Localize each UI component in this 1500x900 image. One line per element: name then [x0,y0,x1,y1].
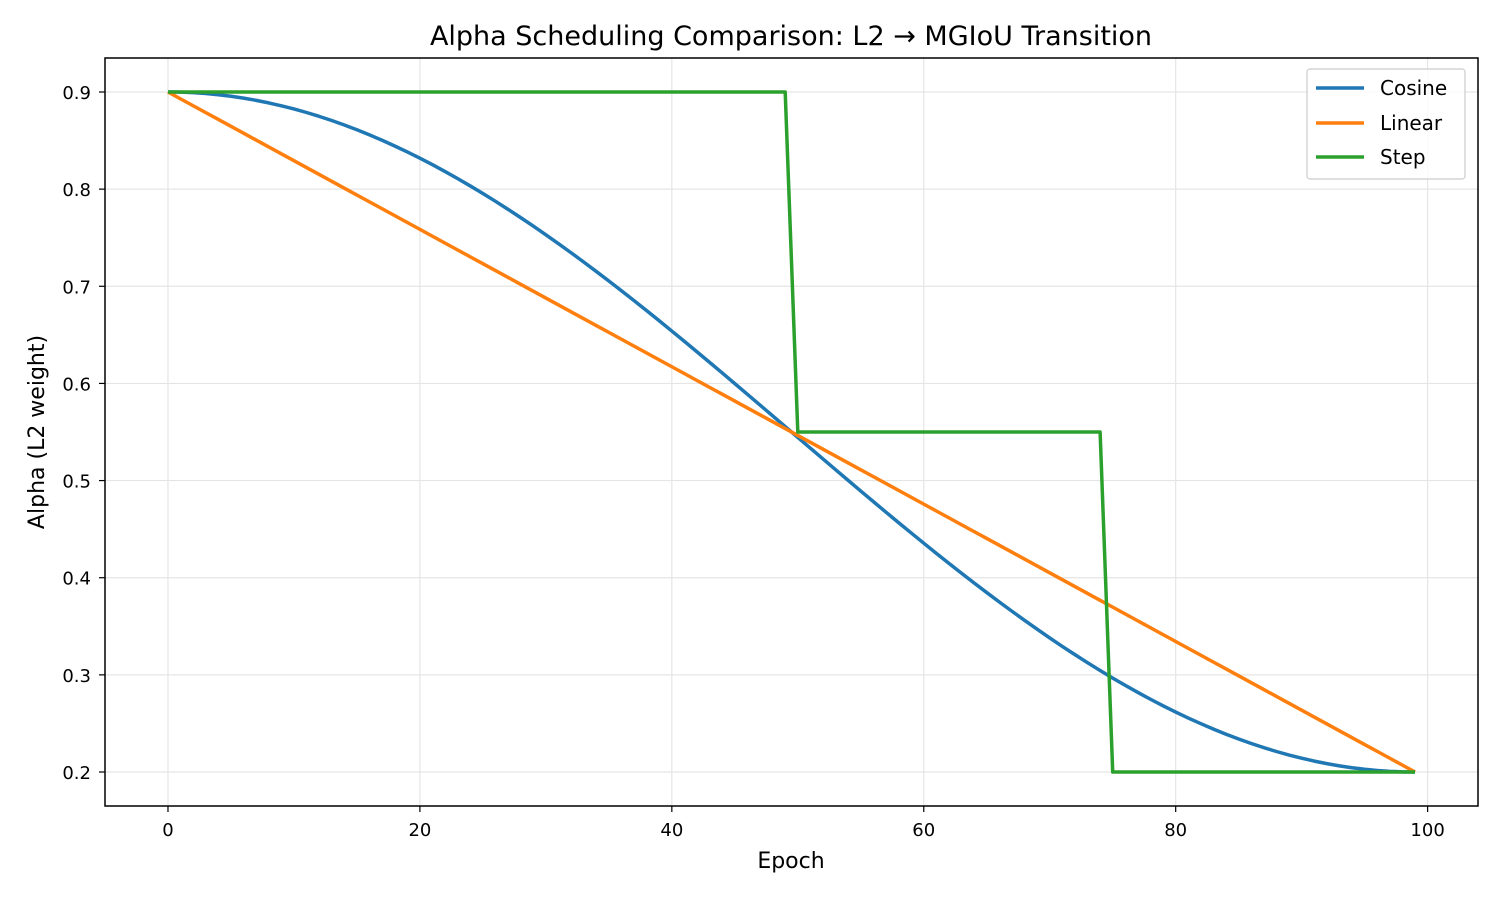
series-line-linear [167,90,1416,774]
y-tick-label: 0.8 [62,180,91,201]
chart-title: Alpha Scheduling Comparison: L2 → MGIoU … [430,21,1152,52]
y-axis-label: Alpha (L2 weight) [25,335,50,529]
y-tick-label: 0.6 [62,374,91,395]
legend-label-cosine: Cosine [1380,76,1447,100]
x-tick-label: 80 [1164,820,1187,841]
x-tick-label: 20 [408,820,431,841]
series-lines [167,90,1416,774]
series-line-step [167,90,1416,774]
y-tick-label: 0.9 [62,83,91,104]
legend-box [1306,68,1466,180]
legend: Cosine Linear Step [1306,68,1466,180]
x-ticks: 0 20 40 60 80 100 [162,806,1445,841]
x-tick-label: 0 [162,820,173,841]
x-axis-label: Epoch [757,849,824,874]
x-tick-label: 60 [912,820,935,841]
legend-label-linear: Linear [1380,111,1443,135]
grid [105,58,1478,806]
y-tick-label: 0.5 [62,472,91,493]
y-tick-label: 0.2 [62,763,91,784]
plot-frame [104,57,1479,807]
y-tick-label: 0.7 [62,277,91,298]
y-tick-label: 0.4 [62,569,91,590]
x-tick-label: 40 [660,820,683,841]
y-tick-label: 0.3 [62,666,91,687]
legend-label-step: Step [1380,145,1426,169]
x-tick-label: 100 [1410,820,1444,841]
y-ticks: 0.2 0.3 0.4 0.5 0.6 0.7 0.8 0.9 [62,83,105,784]
